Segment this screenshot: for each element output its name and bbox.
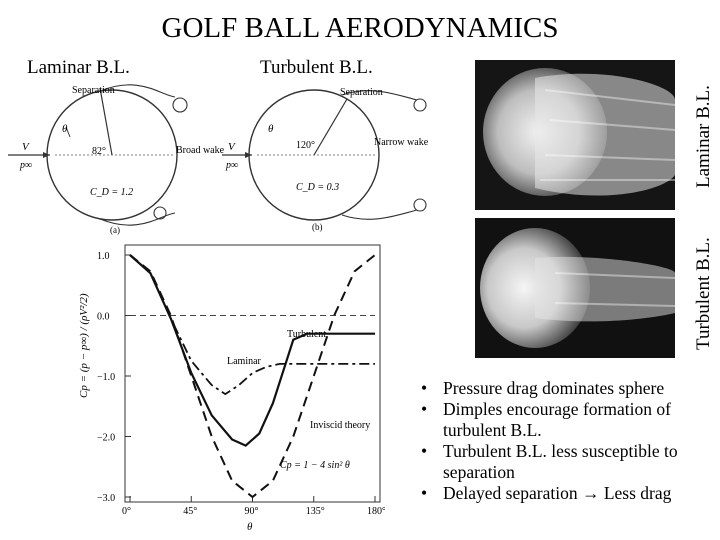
cd-label: C_D = 1.2 — [90, 187, 133, 198]
turbulent-flow-diagram: Separation θ 120° V p∞ Narrow wake C_D =… — [222, 87, 429, 232]
lower-streamline — [341, 209, 418, 220]
y-tick-label: −1.0 — [97, 372, 115, 383]
caption-b: (b) — [312, 222, 323, 232]
lower-vortex — [153, 206, 167, 220]
formula-annotation: Cp = 1 − 4 sin² θ — [280, 460, 350, 471]
velocity-label: V — [22, 141, 30, 153]
upper-vortex — [413, 98, 427, 112]
turbulent-label: Turbulent B.L. — [260, 57, 373, 78]
x-tick-label: 0° — [122, 506, 131, 517]
y-tick-label: −2.0 — [97, 433, 115, 444]
theta-label: θ — [62, 123, 68, 135]
pinf-label: p∞ — [19, 160, 32, 171]
turbulent-flow-photo — [475, 218, 675, 358]
bullet-item: Turbulent B.L. less susceptible to separ… — [416, 441, 716, 483]
velocity-label: V — [228, 141, 236, 153]
bullet-item: Delayed separation → Less drag — [416, 483, 716, 504]
separation-radius — [99, 87, 113, 156]
laminar-annotation: Laminar — [227, 356, 262, 367]
x-tick-label: 180° — [367, 506, 385, 517]
photo-bottom-label: Turbulent B.L. — [693, 237, 714, 350]
arrow-head — [43, 152, 50, 158]
x-tick-label: 90° — [245, 506, 259, 517]
pinf-label: p∞ — [225, 160, 238, 171]
x-tick-label: 45° — [183, 506, 197, 517]
bullet-item: Pressure drag dominates sphere — [416, 378, 716, 399]
lower-vortex — [413, 198, 427, 212]
series-line — [129, 254, 375, 396]
page-title: GOLF BALL AERODYNAMICS — [161, 12, 559, 44]
separation-label: Separation — [72, 85, 115, 96]
inviscid-annotation: Inviscid theory — [310, 420, 370, 431]
angle-label: 82° — [92, 146, 106, 157]
wake-label: Broad wake — [176, 145, 225, 156]
series-line — [129, 254, 376, 499]
arrow-head — [245, 152, 252, 158]
theta-label: θ — [268, 123, 274, 135]
bullet-list: Pressure drag dominates sphere Dimples e… — [416, 378, 716, 504]
y-axis-label: Cp = (p − p∞) / (ρV²/2) — [78, 293, 90, 398]
upper-streamline — [99, 84, 176, 98]
bullet-item: Dimples encourage formation of turbulent… — [416, 399, 716, 441]
laminar-label: Laminar B.L. — [27, 57, 130, 78]
cd-label: C_D = 0.3 — [296, 182, 339, 193]
wake-label: Narrow wake — [374, 137, 429, 148]
separation-label: Separation — [340, 87, 383, 98]
angle-label: 120° — [296, 140, 315, 151]
separation-radius — [313, 98, 348, 156]
y-tick-label: −3.0 — [97, 493, 115, 504]
upper-streamline — [341, 90, 418, 101]
laminar-flow-diagram: Separation θ 82° V p∞ Broad wake C_D = 1… — [8, 84, 225, 235]
y-tick-label: 0.0 — [97, 312, 110, 323]
y-tick-label: 1.0 — [97, 251, 110, 262]
theta-arrow — [65, 126, 71, 138]
photo-top-label: Laminar B.L. — [693, 85, 714, 188]
caption-a: (a) — [110, 225, 120, 235]
x-axis-label: θ — [247, 521, 253, 533]
x-tick-label: 135° — [306, 506, 325, 517]
upper-vortex — [172, 97, 188, 113]
pressure-coefficient-chart: Cp = (p − p∞) / (ρV²/2) θ Turbulent Lami… — [78, 244, 385, 533]
series-line — [129, 254, 375, 447]
laminar-flow-photo — [475, 60, 675, 210]
lower-streamline — [99, 212, 176, 226]
